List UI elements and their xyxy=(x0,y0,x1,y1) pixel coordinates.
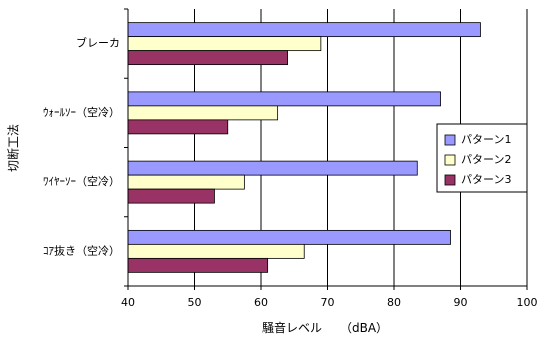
bar xyxy=(127,160,418,176)
bar xyxy=(127,243,305,259)
y-axis-title: 切断工法 xyxy=(6,124,21,172)
bar xyxy=(127,91,441,107)
bar xyxy=(127,105,279,121)
bar xyxy=(127,119,229,135)
legend-label: パターン3 xyxy=(461,173,511,186)
x-tick-label: 60 xyxy=(254,296,268,309)
legend-swatch xyxy=(444,154,456,166)
bar xyxy=(127,22,481,38)
x-tick-label: 80 xyxy=(387,296,401,309)
x-tick-label: 90 xyxy=(454,296,468,309)
bar xyxy=(127,257,269,273)
x-tick-label: 100 xyxy=(517,296,538,309)
x-axis-title: 騒音レベル （dBA） xyxy=(262,320,388,335)
legend-label: パターン1 xyxy=(461,133,511,146)
bar xyxy=(127,50,289,66)
bar xyxy=(127,174,245,190)
legend-label: パターン2 xyxy=(461,153,511,166)
category-label: ｺｱ抜き（空冷） xyxy=(43,243,120,257)
category-label: ｳｫｰﾙｿｰ（空冷） xyxy=(43,105,120,119)
category-labels: ブレーカ ｳｫｰﾙｿｰ（空冷） ﾜｲﾔｰｿｰ（空冷） ｺｱ抜き（空冷） xyxy=(43,8,128,287)
legend-swatch xyxy=(444,134,456,146)
bars xyxy=(127,22,481,273)
x-tick-label: 50 xyxy=(188,296,202,309)
bar xyxy=(127,36,322,52)
legend-swatch xyxy=(444,174,456,186)
x-tick-labels: 40 50 60 70 80 90 100 xyxy=(121,296,538,309)
bar xyxy=(127,188,215,204)
x-tick-label: 40 xyxy=(121,296,135,309)
category-label: ﾜｲﾔｰｿｰ（空冷） xyxy=(43,174,120,188)
category-label: ブレーカ xyxy=(76,36,120,50)
bar xyxy=(127,229,451,245)
x-tick-label: 70 xyxy=(321,296,335,309)
legend: パターン1 パターン2 パターン3 xyxy=(436,123,528,193)
